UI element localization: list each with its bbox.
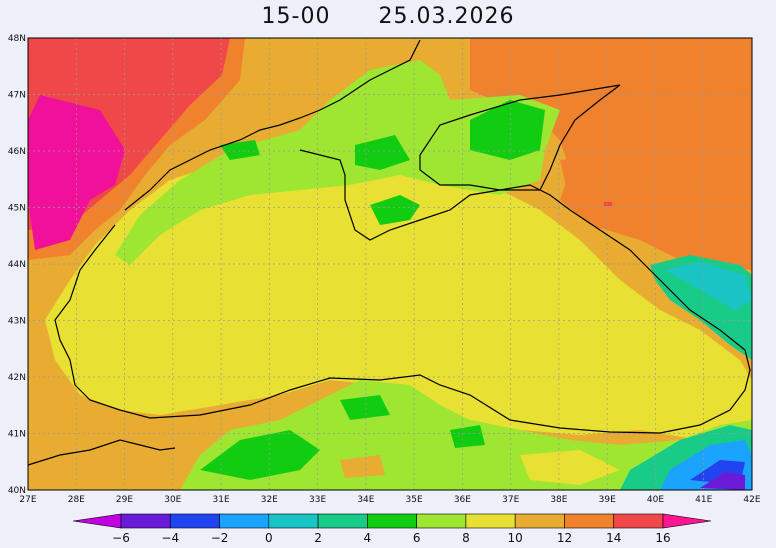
- lon-label: 41E: [695, 495, 712, 505]
- colorbar-cell: [367, 513, 417, 529]
- field-dark-green-3: [370, 195, 420, 225]
- colorbar-cell: [416, 513, 467, 529]
- colorbar-cell: [514, 513, 565, 529]
- field-cold-east-2: [665, 262, 752, 310]
- colorbar-tick-label: 10: [508, 531, 523, 545]
- colorbar: −6 −4 −2 0 2 4 6 8 10 12 14 16: [72, 513, 712, 545]
- field-dark-green-4: [355, 135, 410, 170]
- lon-label: 36E: [454, 495, 471, 505]
- colorbar-tick-label: −6: [112, 531, 130, 545]
- field-cold-se-4: [700, 472, 745, 490]
- lon-label: 40E: [647, 495, 664, 505]
- colorbar-tick-label: 14: [606, 531, 621, 545]
- field-spot: [604, 202, 612, 206]
- colorbar-cell: [268, 513, 319, 529]
- lon-label: 42E: [743, 495, 760, 505]
- lat-label: 43N: [8, 317, 26, 327]
- colorbar-tick-label: 6: [413, 531, 421, 545]
- field-dark-green-7: [450, 425, 485, 448]
- map-title: 15-00 25.03.2026: [0, 4, 776, 29]
- lat-label: 47N: [8, 91, 26, 101]
- lon-label: 27E: [19, 495, 36, 505]
- field-green-north: [115, 60, 560, 265]
- colorbar-over-triangle: [662, 513, 712, 529]
- colorbar-tick-label: 8: [462, 531, 470, 545]
- lat-label: 44N: [8, 260, 26, 270]
- colorbar-cell: [465, 513, 516, 529]
- colorbar-under-triangle: [72, 513, 122, 529]
- lon-label: 39E: [599, 495, 616, 505]
- colorbar-cell: [120, 513, 171, 529]
- field-dark-green-1: [220, 140, 260, 160]
- colorbar-tick-label: 2: [314, 531, 322, 545]
- map-frame: [27, 37, 753, 491]
- colorbar-tick-label: 12: [557, 531, 572, 545]
- colorbar-cell: [169, 513, 220, 529]
- map-field: [28, 38, 752, 490]
- lat-axis: 48N 47N 46N 45N 44N 43N 42N 41N 40N: [8, 34, 26, 496]
- coast-nw: [124, 39, 421, 211]
- colorbar-tick-label: 0: [265, 531, 273, 545]
- colorbar-tick-label: −4: [161, 531, 179, 545]
- colorbar-cell: [219, 513, 270, 529]
- field-hottest-west: [28, 95, 125, 250]
- lon-axis: 27E 28E 29E 30E 31E 32E 33E 34E 35E 36E …: [19, 495, 760, 505]
- colorbar-cell: [613, 513, 664, 529]
- coast-main: [54, 149, 751, 434]
- grid-lines: [28, 38, 752, 490]
- lat-label: 46N: [8, 147, 26, 157]
- colorbar-tick-label: −2: [211, 531, 229, 545]
- lon-label: 37E: [502, 495, 519, 505]
- lat-label: 40N: [8, 486, 26, 496]
- coastline: [27, 39, 751, 466]
- coast-azov: [419, 84, 621, 191]
- colorbar-tick-label: 16: [655, 531, 670, 545]
- colorbar-cell: [564, 513, 615, 529]
- colorbar-cell: [317, 513, 368, 529]
- field-dark-green-2: [470, 100, 545, 160]
- lon-label: 35E: [406, 495, 423, 505]
- field-orange-south: [340, 455, 385, 478]
- lon-label: 34E: [357, 495, 374, 505]
- field-dark-green-5: [200, 430, 320, 480]
- lat-label: 45N: [8, 204, 26, 214]
- lat-label: 41N: [8, 430, 26, 440]
- lon-label: 29E: [116, 495, 133, 505]
- lon-label: 38E: [550, 495, 567, 505]
- coast-marmara: [27, 439, 176, 466]
- lon-label: 31E: [213, 495, 230, 505]
- lat-label: 42N: [8, 373, 26, 383]
- field-dark-green-6: [340, 395, 390, 420]
- colorbar-tick-label: 4: [364, 531, 372, 545]
- field-sea: [45, 150, 752, 440]
- field-yellow-south: [520, 450, 620, 485]
- time-label: 15-00: [261, 4, 331, 29]
- field-warm-east-2: [560, 150, 740, 255]
- lat-label: 48N: [8, 34, 26, 44]
- lon-label: 33E: [309, 495, 326, 505]
- date-label: 25.03.2026: [378, 4, 515, 29]
- lon-label: 30E: [164, 495, 181, 505]
- lon-label: 32E: [261, 495, 278, 505]
- lon-label: 28E: [68, 495, 85, 505]
